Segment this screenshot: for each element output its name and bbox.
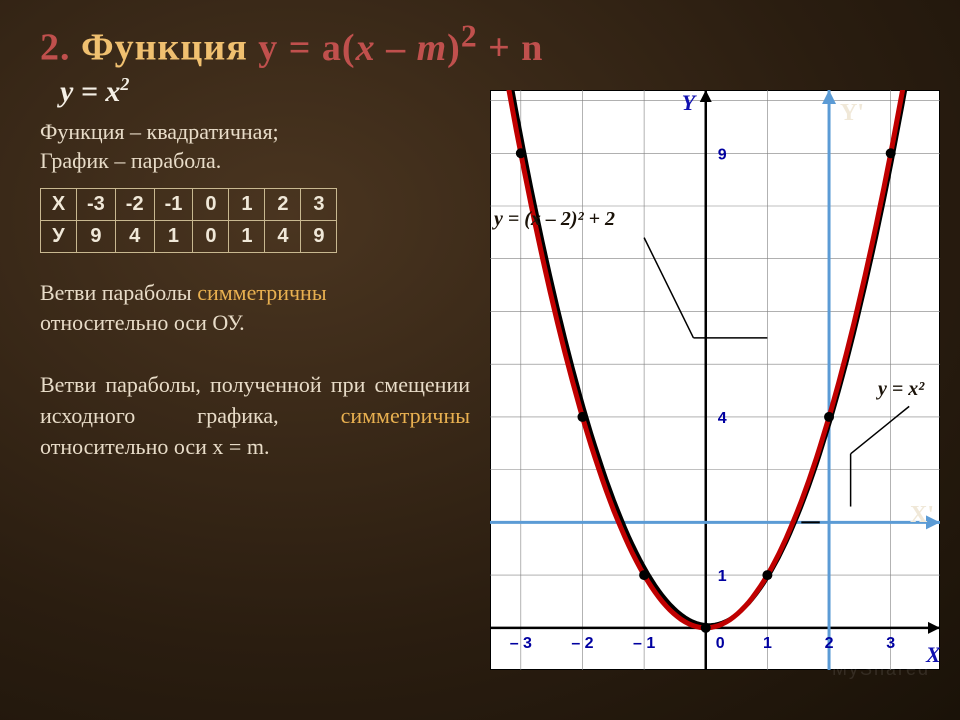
heading-equation: у = а(x – m)2 + n	[258, 27, 543, 69]
svg-text:9: 9	[718, 146, 727, 163]
heading-number: 2.	[40, 27, 71, 69]
chart-container: – 3– 2– 11230149XY Y' X' у = (x – 2)² + …	[490, 90, 940, 670]
svg-text:1: 1	[763, 635, 772, 652]
page-heading: 2. Функция у = а(x – m)2 + n	[40, 18, 543, 70]
svg-text:2: 2	[825, 635, 834, 652]
watermark: MyShared	[832, 659, 930, 680]
svg-text:– 3: – 3	[510, 635, 532, 652]
desc1-line2: График – парабола.	[40, 147, 440, 176]
svg-text:– 2: – 2	[571, 635, 593, 652]
values-table: Х -3 -2 -1 0 1 2 3 У 9 4 1 0 1 4 9	[40, 188, 337, 253]
description-2: Ветви параболы симметричны относительно …	[40, 278, 440, 337]
curve-label-base: у = x²	[878, 378, 924, 401]
table-y-label: У	[41, 221, 77, 253]
curve-label-shifted: у = (x – 2)² + 2	[494, 208, 615, 231]
svg-text:– 1: – 1	[633, 635, 655, 652]
svg-text:0: 0	[716, 635, 725, 652]
table-row-y: У 9 4 1 0 1 4 9	[41, 221, 337, 253]
sub-equation: у = x2	[60, 74, 129, 109]
description-3: Ветви параболы, полученной при смещении …	[40, 370, 470, 462]
x-prime-label: X'	[910, 502, 934, 529]
parabola-chart: – 3– 2– 11230149XY	[490, 90, 940, 670]
table-x-label: Х	[41, 189, 77, 221]
svg-text:3: 3	[886, 635, 895, 652]
desc1-line1: Функция – квадратичная;	[40, 118, 440, 147]
description-1: Функция – квадратичная; График – парабол…	[40, 118, 440, 175]
heading-word: Функция	[81, 27, 248, 69]
y-prime-label: Y'	[840, 100, 864, 127]
table-row-x: Х -3 -2 -1 0 1 2 3	[41, 189, 337, 221]
svg-text:4: 4	[718, 410, 727, 427]
svg-text:1: 1	[718, 568, 727, 585]
